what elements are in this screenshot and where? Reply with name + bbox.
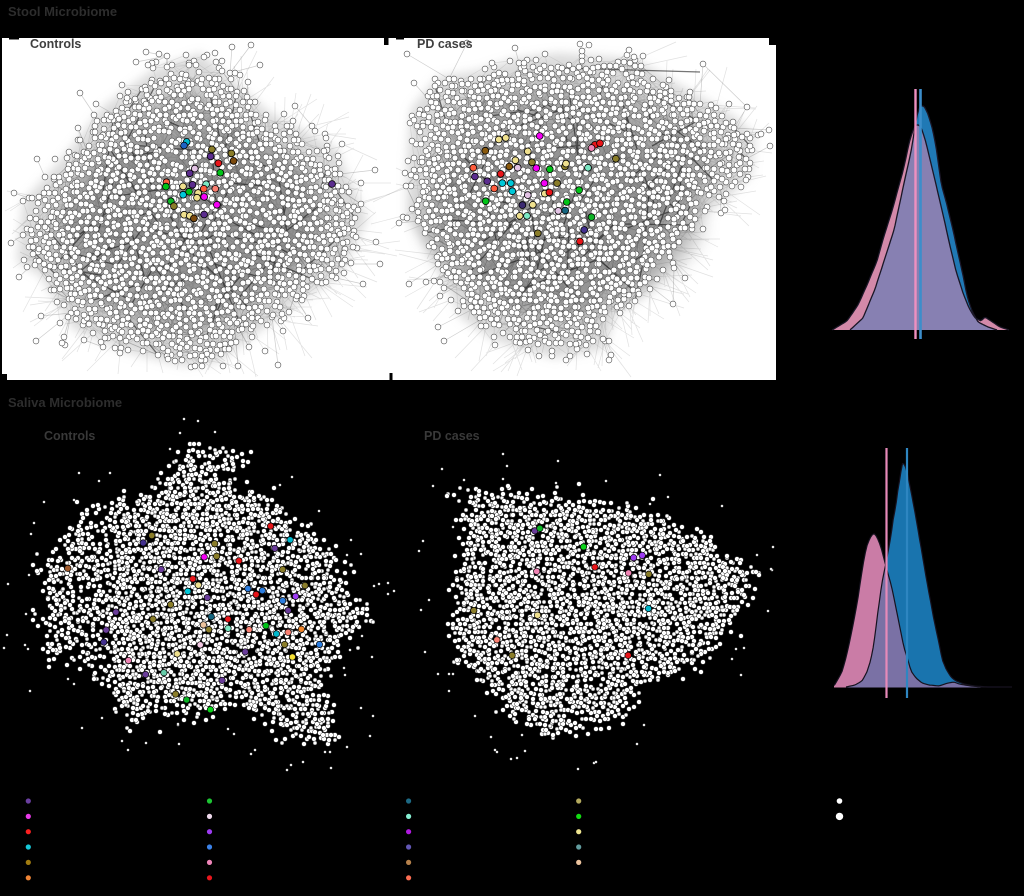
svg-text:Stool Microbiome: Stool Microbiome [8,4,117,19]
svg-text:Controls: Controls [30,37,81,51]
svg-text:PD cases: PD cases [417,37,473,51]
svg-text:Saliva Microbiome: Saliva Microbiome [8,395,122,410]
svg-text:Controls: Controls [44,429,95,443]
svg-text:PD cases: PD cases [424,429,480,443]
